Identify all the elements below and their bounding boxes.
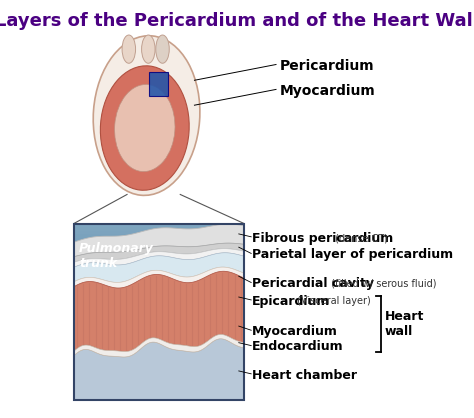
Ellipse shape: [93, 36, 200, 195]
Bar: [74, 344, 244, 347]
Bar: [74, 287, 244, 291]
Bar: [74, 365, 244, 368]
Bar: [74, 276, 244, 280]
Bar: [74, 248, 244, 252]
Bar: [74, 368, 244, 372]
Bar: [74, 294, 244, 298]
Polygon shape: [74, 339, 244, 400]
Text: Pericardial cavity: Pericardial cavity: [252, 277, 374, 290]
Bar: [74, 280, 244, 283]
Polygon shape: [74, 224, 244, 257]
Bar: [74, 224, 244, 400]
Bar: [74, 393, 244, 396]
Bar: [74, 386, 244, 390]
Bar: [74, 266, 244, 270]
Polygon shape: [74, 253, 244, 283]
Polygon shape: [74, 334, 244, 357]
Bar: [74, 231, 244, 234]
Text: Fibrous pericardium: Fibrous pericardium: [252, 232, 393, 245]
Bar: [74, 336, 244, 340]
Text: Heart chamber: Heart chamber: [252, 369, 357, 382]
Bar: [74, 319, 244, 322]
Text: Layers of the Pericardium and of the Heart Wall: Layers of the Pericardium and of the Hea…: [0, 12, 474, 30]
Bar: [74, 379, 244, 382]
Bar: [74, 305, 244, 308]
Bar: [74, 301, 244, 305]
Bar: [74, 238, 244, 241]
Bar: [74, 333, 244, 336]
Bar: [74, 326, 244, 329]
Text: (Visceral layer): (Visceral layer): [294, 296, 371, 306]
Bar: [74, 396, 244, 400]
Bar: [74, 390, 244, 393]
FancyBboxPatch shape: [149, 72, 168, 96]
Ellipse shape: [156, 35, 169, 63]
Ellipse shape: [100, 66, 189, 190]
Bar: [74, 329, 244, 333]
Bar: [74, 273, 244, 276]
Bar: [74, 351, 244, 354]
Polygon shape: [74, 243, 244, 262]
Bar: [74, 283, 244, 287]
Bar: [74, 252, 244, 255]
Bar: [74, 255, 244, 259]
Bar: [74, 347, 244, 351]
Bar: [74, 361, 244, 365]
Text: Pulmonary
trunk: Pulmonary trunk: [79, 242, 154, 270]
Ellipse shape: [122, 35, 136, 63]
Text: (filled w/ serous fluid): (filled w/ serous fluid): [328, 279, 436, 289]
Bar: [74, 354, 244, 358]
Bar: [74, 340, 244, 344]
Bar: [74, 234, 244, 238]
Text: Pericardium: Pericardium: [280, 59, 374, 73]
Text: Heart
wall: Heart wall: [385, 310, 424, 338]
Bar: [74, 375, 244, 379]
Bar: [74, 291, 244, 294]
Bar: [74, 245, 244, 248]
Bar: [74, 224, 244, 227]
Text: Myocardium: Myocardium: [280, 84, 375, 98]
Bar: [74, 308, 244, 312]
Ellipse shape: [142, 35, 155, 63]
Polygon shape: [74, 267, 244, 288]
Text: Myocardium: Myocardium: [252, 325, 338, 338]
Text: Parietal layer of pericardium: Parietal layer of pericardium: [252, 248, 453, 261]
Bar: [74, 315, 244, 319]
Bar: [74, 372, 244, 375]
Bar: [74, 358, 244, 361]
Bar: [74, 312, 244, 315]
Bar: [74, 322, 244, 326]
Polygon shape: [74, 249, 244, 267]
Bar: [74, 241, 244, 245]
Bar: [74, 382, 244, 386]
Bar: [74, 298, 244, 301]
Ellipse shape: [115, 84, 175, 171]
Bar: [74, 270, 244, 273]
Bar: [74, 227, 244, 231]
Bar: [74, 263, 244, 266]
Polygon shape: [74, 271, 244, 352]
Text: Endocardium: Endocardium: [252, 340, 344, 353]
Text: (dense CT): (dense CT): [332, 233, 388, 243]
Text: Epicardium: Epicardium: [252, 295, 331, 308]
Bar: [74, 259, 244, 263]
